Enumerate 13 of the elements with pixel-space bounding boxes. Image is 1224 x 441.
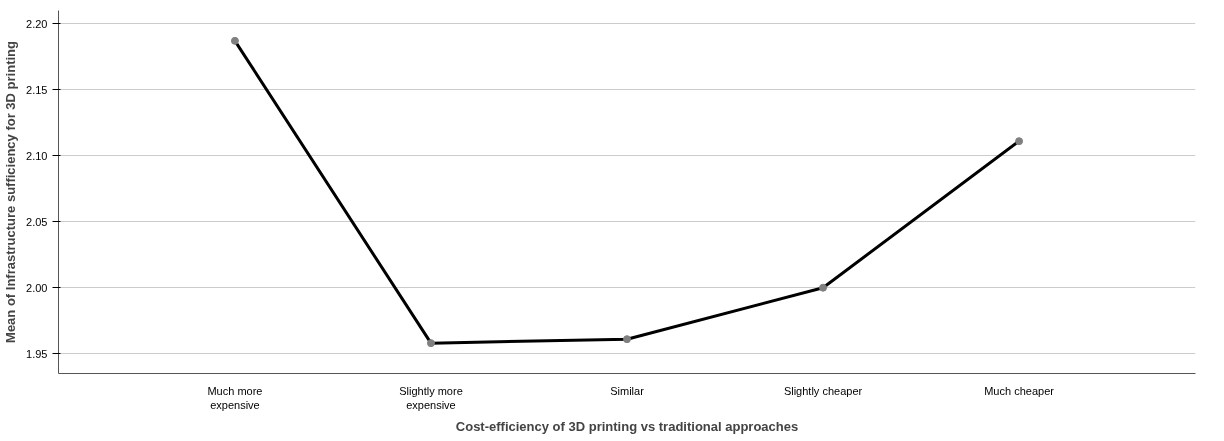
y-tick-label: 2.05 (26, 215, 48, 228)
y-axis-title: Mean of Infrastructure sufficiency for 3D printing (3, 40, 19, 343)
x-tick-label: Similar (610, 384, 645, 397)
y-tick-label: 2.10 (26, 149, 48, 162)
y-tick-label: 1.95 (26, 347, 48, 360)
x-tick-label: Much cheaper (984, 384, 1055, 397)
y-tick-label: 2.00 (26, 281, 48, 294)
y-tick-label: 2.20 (26, 17, 48, 30)
y-tick-label: 2.15 (26, 83, 48, 96)
x-tick-label: Slightly more expensive (399, 384, 463, 411)
x-axis-title: Cost-efficiency of 3D printing vs traditional approaches (455, 418, 799, 434)
x-tick-label: Much more expensive (207, 384, 263, 411)
x-tick-label: Slightly cheaper (783, 384, 863, 397)
